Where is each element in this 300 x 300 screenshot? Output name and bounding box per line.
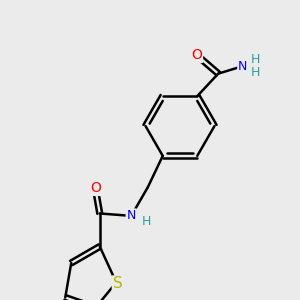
Text: N: N [238,60,248,73]
Text: S: S [113,277,123,292]
Text: O: O [191,48,202,62]
Text: H: H [251,53,260,66]
Text: O: O [90,181,101,195]
Text: H: H [251,66,260,79]
Text: H: H [142,215,152,228]
Text: N: N [127,209,136,222]
